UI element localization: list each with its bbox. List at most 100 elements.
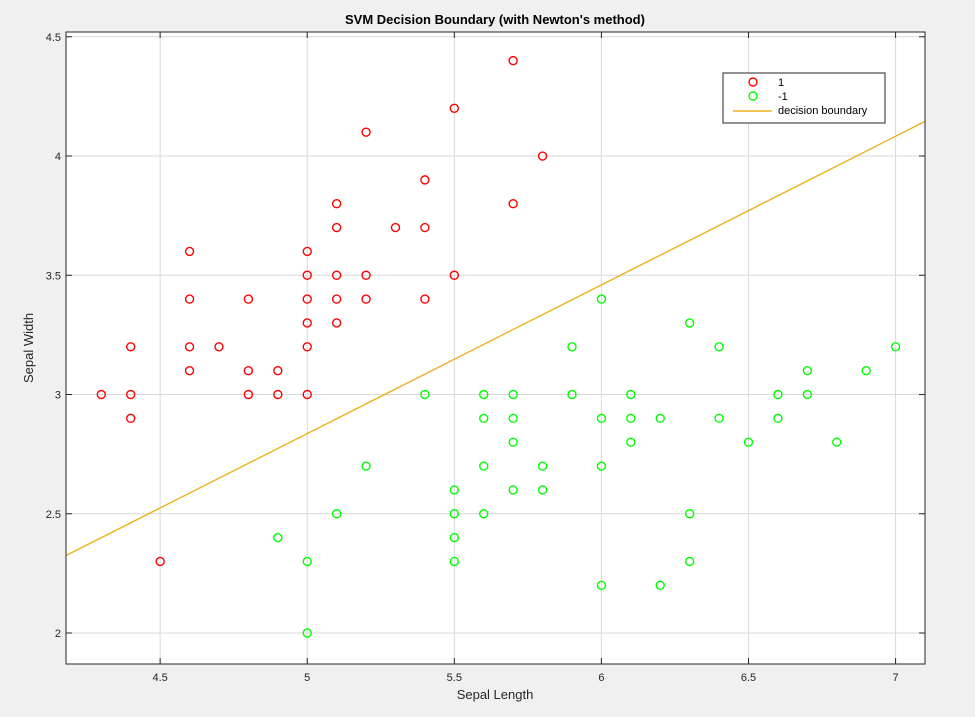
class-1-point	[302, 342, 312, 352]
y-tick-label: 4	[55, 151, 61, 163]
class-minus1-point	[449, 532, 460, 543]
class-1-point	[302, 318, 312, 328]
class-1-point	[184, 342, 195, 352]
legend-marker-minus1	[748, 91, 758, 101]
class-1-point	[390, 222, 401, 233]
class-minus1-point	[684, 556, 695, 567]
class-minus1-point	[596, 413, 607, 424]
class-minus1-point	[802, 389, 813, 400]
y-tick-label: 3	[55, 390, 61, 402]
class-1-point	[331, 294, 342, 304]
class-1-point	[361, 270, 371, 280]
class-minus1-point	[449, 556, 460, 567]
class-1-point	[243, 294, 254, 304]
class-minus1-point	[626, 437, 636, 447]
legend: 1 -1 decision boundary	[722, 72, 886, 124]
class-minus1-point	[479, 509, 489, 519]
class-minus1-point	[479, 461, 489, 471]
decision-boundary-layer	[65, 120, 926, 557]
legend-label-minus1: -1	[778, 91, 788, 103]
class-minus1-point	[655, 413, 665, 424]
class-minus1-point	[508, 485, 518, 495]
class-minus1-point	[302, 628, 312, 638]
class-1-point	[302, 246, 312, 257]
x-tick-label: 6	[598, 672, 604, 684]
class-minus1-point	[626, 389, 636, 400]
class-1-point	[184, 365, 195, 376]
class-minus1-point	[273, 532, 283, 543]
class-minus1-point	[743, 437, 754, 447]
y-tick-label: 2.5	[46, 509, 61, 521]
legend-label-decision-boundary: decision boundary	[778, 105, 868, 117]
class-1-point	[508, 55, 518, 66]
class-minus1-point	[537, 485, 548, 495]
class-minus1-point	[537, 461, 548, 471]
class-minus1-point	[302, 556, 312, 567]
class-1-point	[537, 151, 548, 161]
class-minus1-point	[508, 389, 518, 400]
class-minus1-point	[596, 294, 607, 304]
class-1-point	[214, 342, 224, 352]
class-1-point	[302, 389, 312, 400]
class-minus1-point	[596, 461, 607, 471]
x-tick-label: 5	[304, 672, 310, 684]
legend-marker-1	[748, 77, 758, 87]
class-minus1-point	[479, 413, 489, 424]
class-1-point	[449, 270, 460, 280]
class-1-point	[449, 103, 460, 114]
class-minus1-point	[773, 389, 783, 400]
class-1-point	[184, 246, 195, 257]
class-minus1-point	[596, 580, 607, 590]
class-minus1-point	[420, 389, 430, 400]
class-1-point	[126, 389, 136, 400]
class-minus1-point	[449, 509, 460, 519]
class-minus1-point	[449, 485, 460, 495]
class-1-point	[243, 389, 254, 400]
class-minus1-point	[508, 437, 518, 447]
class-1-point	[184, 294, 195, 304]
y-tick-label: 2	[55, 628, 61, 640]
y-tick-label: 3.5	[46, 270, 61, 282]
legend-label-1: 1	[778, 77, 784, 89]
class-1-point	[361, 294, 371, 304]
chart-title: SVM Decision Boundary (with Newton's met…	[345, 12, 645, 27]
class-minus1-point	[567, 389, 577, 400]
class-minus1-point	[626, 413, 636, 424]
class-1-point	[331, 222, 342, 233]
class-minus1-point	[890, 342, 901, 352]
axes-box	[65, 31, 926, 665]
class-minus1-point	[655, 580, 665, 590]
class-1-point	[273, 365, 283, 376]
plot-area	[66, 32, 925, 664]
decision-boundary-line	[65, 120, 926, 557]
x-tick-label: 6.5	[741, 672, 756, 684]
class-minus1-point	[331, 509, 342, 519]
data-points	[96, 55, 901, 638]
class-minus1-point	[832, 437, 842, 447]
class-minus1-point	[361, 461, 371, 471]
class-minus1-point	[861, 365, 871, 376]
class-1-point	[302, 270, 312, 280]
class-minus1-point	[508, 413, 518, 424]
x-tick-label: 5.5	[447, 672, 462, 684]
class-1-point	[302, 294, 312, 304]
class-minus1-point	[714, 413, 724, 424]
class-1-point	[420, 294, 430, 304]
x-tick-label: 4.5	[152, 672, 167, 684]
class-1-point	[331, 270, 342, 280]
class-1-point	[420, 175, 430, 185]
y-axis-label: Sepal Width	[21, 313, 36, 383]
class-1-point	[96, 389, 107, 400]
class-minus1-point	[684, 318, 695, 328]
x-axis-label: Sepal Length	[457, 687, 534, 702]
class-1-point	[243, 365, 254, 376]
class-1-point	[331, 318, 342, 328]
y-tick-label: 4.5	[46, 32, 61, 44]
class-minus1-point	[684, 509, 695, 519]
grid	[66, 32, 925, 664]
class-1-point	[155, 556, 165, 567]
class-1-point	[361, 127, 371, 137]
class-minus1-point	[479, 389, 489, 400]
axis-ticks: 4.5 5 5.5 6 6.5 7 2 2.5 3 3.5 4 4.5	[46, 32, 925, 684]
